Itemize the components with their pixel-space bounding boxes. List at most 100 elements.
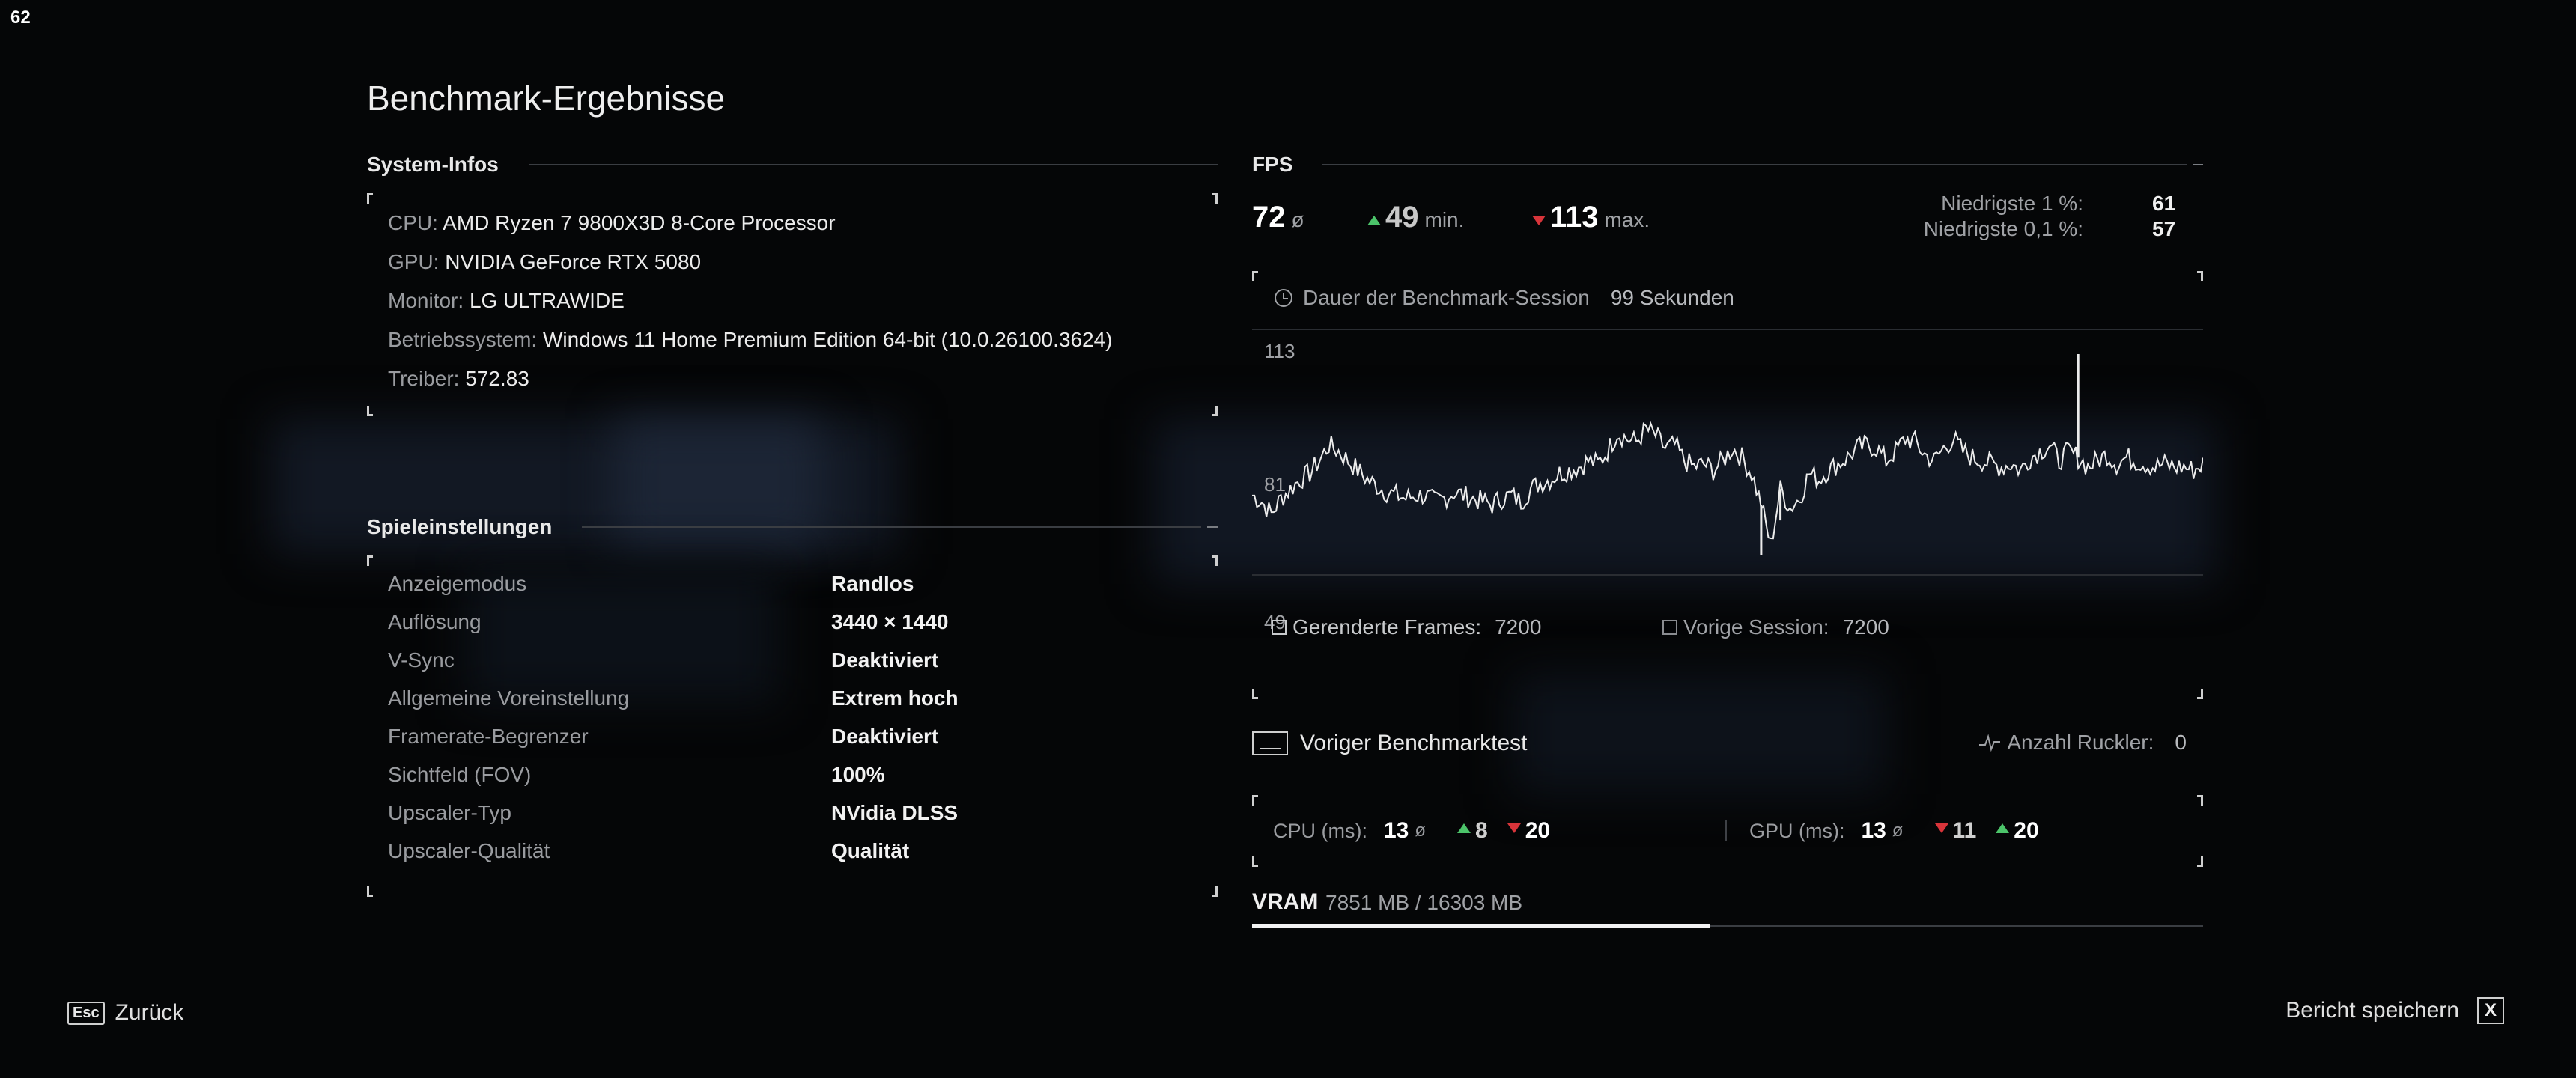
vram-bar-track [1252,925,2203,927]
system-info-key: CPU: [388,211,438,234]
frametime-divider [1725,820,1727,841]
fps-average-value: 72 [1252,201,1286,234]
esc-key-icon: Esc [67,1001,105,1025]
stutter-label: Anzahl Ruckler: [2007,731,2154,754]
section-divider-end [1207,526,1218,528]
vram-value: 7851 MB / 16303 MB [1325,891,1523,914]
gpu-frametime: GPU (ms): 13 ø 11 20 [1749,795,2059,867]
system-info-row: Treiber: 572.83 [388,367,529,391]
setting-key: Auflösung [388,610,482,633]
square-icon [1272,620,1287,635]
square-icon [1662,620,1677,635]
average-symbol: ø [1892,820,1904,841]
duration-label: Dauer der Benchmark-Session [1303,286,1590,309]
x-key-icon: X [2477,997,2504,1024]
fps-maximum: 113 max. [1532,201,1650,234]
fps-max-value: 113 [1550,201,1599,234]
system-info-value: NVIDIA GeForce RTX 5080 [445,250,702,273]
fps-counter-overlay: 62 [10,7,31,28]
setting-key: Sichtfeld (FOV) [388,763,532,786]
cpu-ms-average: 13 [1383,818,1409,843]
cpu-ms-label: CPU (ms): [1273,819,1367,842]
setting-value: Qualität [831,839,910,862]
setting-value: Deaktiviert [831,648,939,672]
cpu-ms-up-value: 8 [1475,818,1488,843]
benchmark-duration: Dauer der Benchmark-Session 99 Sekunden [1275,286,1734,310]
previous-benchmark-label: Voriger Benchmarktest [1300,731,1528,755]
stutter-count: Anzahl Ruckler: 0 [1978,731,2187,755]
setting-value: NVidia DLSS [831,801,959,824]
setting-key: Upscaler-Typ [388,801,511,824]
setting-value: 100% [831,763,885,786]
back-button[interactable]: Esc Zurück [67,1000,183,1026]
gpu-ms-average: 13 [1861,818,1886,843]
pulse-icon [1979,734,2001,752]
y-tick-label: 81 [1264,473,1286,496]
section-divider [582,526,1201,528]
y-tick-label: 113 [1264,340,1295,362]
fps-min-label: min. [1424,208,1465,231]
section-divider [528,164,1218,165]
arrow-up-icon [1457,823,1471,833]
setting-key: Framerate-Begrenzer [388,725,589,748]
previous-benchmark-row: Voriger Benchmarktest Anzahl Ruckler: 0 [1252,731,2203,764]
lowest-01-percent-value: 57 [2152,217,2176,240]
page-title: Benchmark-Ergebnisse [367,79,726,118]
vram-usage: VRAM 7851 MB / 16303 MB [1252,889,2203,928]
average-symbol: ø [1291,208,1304,231]
fps-average: 72 ø [1252,201,1304,234]
previous-session-label: Vorige Session: [1683,615,1829,639]
arrow-down-icon [1934,823,1948,833]
system-info-row: Monitor: LG ULTRAWIDE [388,289,625,313]
previous-benchmark-toggle[interactable]: Voriger Benchmarktest [1252,731,1527,756]
system-info-key: Treiber: [388,367,460,390]
section-divider [1322,164,2187,165]
system-info-value: Windows 11 Home Premium Edition 64-bit (… [542,328,1113,351]
back-label: Zurück [115,1000,184,1025]
fps-max-label: max. [1604,208,1650,231]
vram-label: VRAM [1252,889,1319,914]
stutter-value: 0 [2175,731,2187,754]
lowest-01-percent-label: Niedrigste 0,1 %: [1923,217,2083,240]
system-info-value: LG ULTRAWIDE [469,289,625,312]
system-info-key: Betriebssystem: [388,328,538,351]
system-info-key: Monitor: [388,289,464,312]
system-info-row: Betriebssystem: Windows 11 Home Premium … [388,328,1113,352]
fps-chart-panel: Dauer der Benchmark-Session 99 Sekunden … [1252,271,2203,699]
fps-series-line [1252,421,2203,540]
system-info-key: GPU: [388,250,440,273]
y-tick-label: 49 [1264,611,1286,633]
rendered-frames-value: 7200 [1495,615,1542,639]
system-info-panel: CPU: AMD Ryzen 7 9800X3D 8-Core Processo… [367,193,1218,416]
save-report-button[interactable]: Bericht speichern X [2285,997,2504,1024]
setting-key: Upscaler-Qualität [388,839,550,862]
lowest-1-percent-label: Niedrigste 1 %: [1941,192,2083,215]
fps-min-value: 49 [1385,201,1419,234]
previous-session: Vorige Session: 7200 [1662,615,1889,639]
vram-bar-fill [1252,924,1710,928]
setting-value: 3440 × 1440 [831,610,949,633]
arrow-up-icon [1996,823,2010,833]
arrow-down-icon [1532,216,1546,226]
game-settings-panel: Anzeigemodus Randlos Auflösung 3440 × 1440… [367,555,1218,897]
save-report-label: Bericht speichern [2285,998,2459,1023]
setting-value: Deaktiviert [831,725,939,748]
fps-line-chart [1252,329,2203,576]
gpu-ms-label: GPU (ms): [1749,819,1845,842]
system-info-value: AMD Ryzen 7 9800X3D 8-Core Processor [443,211,836,234]
system-info-row: CPU: AMD Ryzen 7 9800X3D 8-Core Processo… [388,211,836,235]
system-info-header: System-Infos [367,150,1218,180]
gpu-ms-up-value: 20 [2014,818,2039,843]
game-settings-title: Spieleinstellungen [367,515,553,538]
section-divider-end [2193,164,2203,165]
setting-key: Allgemeine Voreinstellung [388,686,630,710]
system-info-value: 572.83 [465,367,529,390]
fps-header: FPS [1252,150,2203,180]
lowest-1-percent-value: 61 [2152,192,2176,215]
setting-value: Randlos [831,572,914,595]
rendered-frames: Gerenderte Frames: 7200 [1272,615,1541,639]
setting-key: Anzeigemodus [388,572,527,595]
clock-icon [1275,289,1292,307]
system-info-title: System-Infos [367,153,499,176]
cpu-ms-down-value: 20 [1525,818,1551,843]
